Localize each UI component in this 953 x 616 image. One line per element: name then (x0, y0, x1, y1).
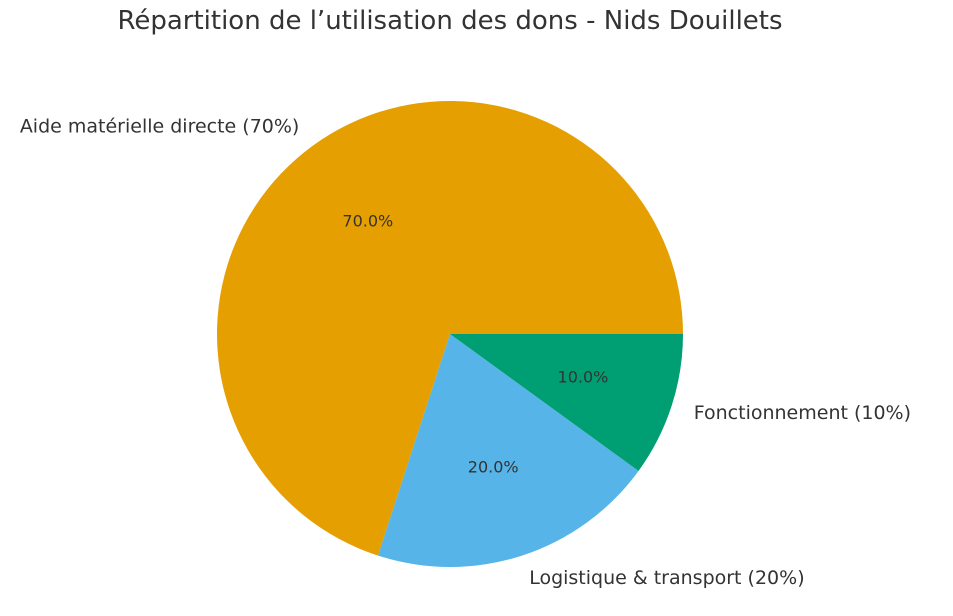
pie-slice-0 (217, 101, 683, 556)
pie-slice-pct-label-2: 10.0% (558, 368, 609, 387)
pie-slice-1 (378, 334, 639, 568)
pie-slice-category-label-2: Fonctionnement (10%) (694, 402, 911, 424)
pie-slice-pct-label-0: 70.0% (342, 211, 393, 230)
pie-slices (217, 101, 683, 568)
chart-title: Répartition de l’utilisation des dons - … (117, 6, 783, 36)
pie-slice-2 (450, 334, 683, 471)
pie-slice-category-label-0: Aide matérielle directe (70%) (20, 116, 300, 138)
pie-labels: 70.0% Aide matérielle directe (70%) 20.0% L… (20, 116, 911, 589)
pie-slice-pct-label-1: 20.0% (468, 457, 519, 476)
pie-slice-category-label-1: Logistique & transport (20%) (529, 567, 804, 589)
